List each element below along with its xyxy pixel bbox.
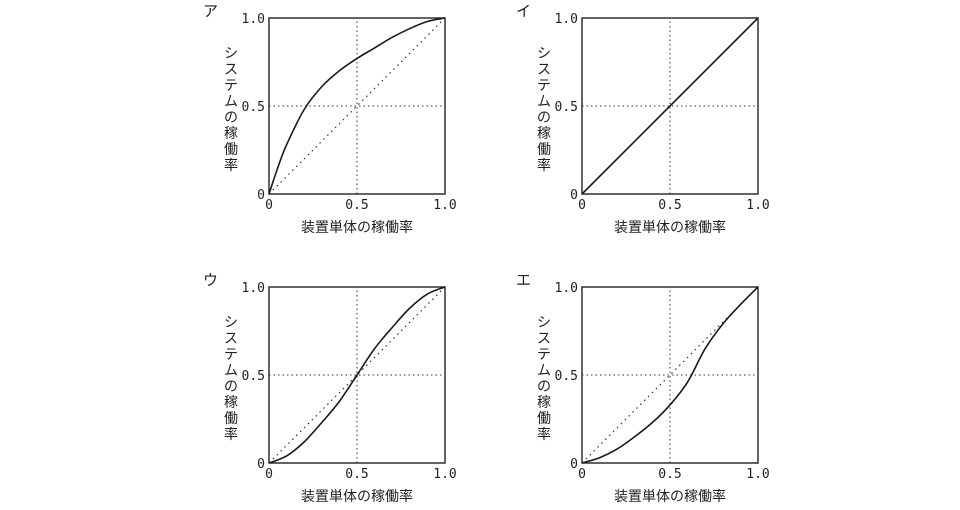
y-tick-label: 0.5 (555, 369, 578, 384)
x-tick-label: 0.5 (658, 467, 681, 482)
x-tick-label: 0.5 (345, 467, 368, 482)
y-tick-label: 0.5 (242, 369, 265, 384)
y-tick-label: 0 (570, 188, 578, 203)
panel-label: イ (516, 2, 531, 20)
series-line-1 (581, 286, 759, 464)
y-tick-label: 0.5 (242, 100, 265, 115)
x-tick-label: 1.0 (433, 467, 456, 482)
series-line-1 (581, 17, 759, 195)
plot-frame (581, 17, 759, 195)
x-tick-label: 0 (578, 467, 586, 482)
y-axis-label: システムの稼働率 (537, 315, 551, 443)
series-line-1 (268, 17, 446, 195)
x-axis-label: 装置単体の稼働率 (614, 488, 726, 505)
y-tick-label: 0.5 (555, 100, 578, 115)
y-axis-label: システムの稼働率 (224, 315, 238, 443)
chart-panel-2: イ 0 0.5 1.0 0 0.5 1.0 装置単体の稼働率 システムの稼働率 (516, 2, 770, 236)
chart-panel-4: エ 0 0.5 1.0 0 0.5 1.0 装置単体の稼働率 システムの稼働率 (516, 271, 770, 505)
x-tick-label: 1.0 (746, 467, 769, 482)
x-tick-label: 1.0 (746, 198, 769, 213)
x-axis-label: 装置単体の稼働率 (301, 488, 413, 505)
y-tick-label: 0 (570, 457, 578, 472)
x-tick-label: 1.0 (433, 198, 456, 213)
panel-label: ア (203, 2, 218, 20)
x-tick-label: 0 (578, 198, 586, 213)
y-axis-label: システムの稼働率 (224, 46, 238, 174)
panel-label: ウ (203, 271, 218, 289)
y-tick-label: 1.0 (555, 281, 578, 296)
y-tick-label: 0 (257, 188, 265, 203)
x-tick-label: 0.5 (345, 198, 368, 213)
x-axis-label: 装置単体の稼働率 (614, 219, 726, 236)
x-tick-label: 0.5 (658, 198, 681, 213)
chart-panel-3: ウ 0 0.5 1.0 0 0.5 1.0 装置単体の稼働率 システムの稼働率 (203, 271, 457, 505)
plot-frame (268, 17, 446, 195)
y-tick-label: 0 (257, 457, 265, 472)
x-axis-label: 装置単体の稼働率 (301, 219, 413, 236)
plot-frame (581, 286, 759, 464)
y-tick-label: 1.0 (242, 281, 265, 296)
y-axis-label: システムの稼働率 (537, 46, 551, 174)
x-tick-label: 0 (265, 467, 273, 482)
y-tick-label: 1.0 (242, 12, 265, 27)
chart-panel-1: ア 0 0.5 1.0 0 0.5 1.0 装置単体の稼働率 システムの稼働率 (203, 2, 457, 236)
series-line-1 (268, 286, 446, 464)
panel-label: エ (516, 271, 531, 289)
x-tick-label: 0 (265, 198, 273, 213)
plot-frame (268, 286, 446, 464)
y-tick-label: 1.0 (555, 12, 578, 27)
